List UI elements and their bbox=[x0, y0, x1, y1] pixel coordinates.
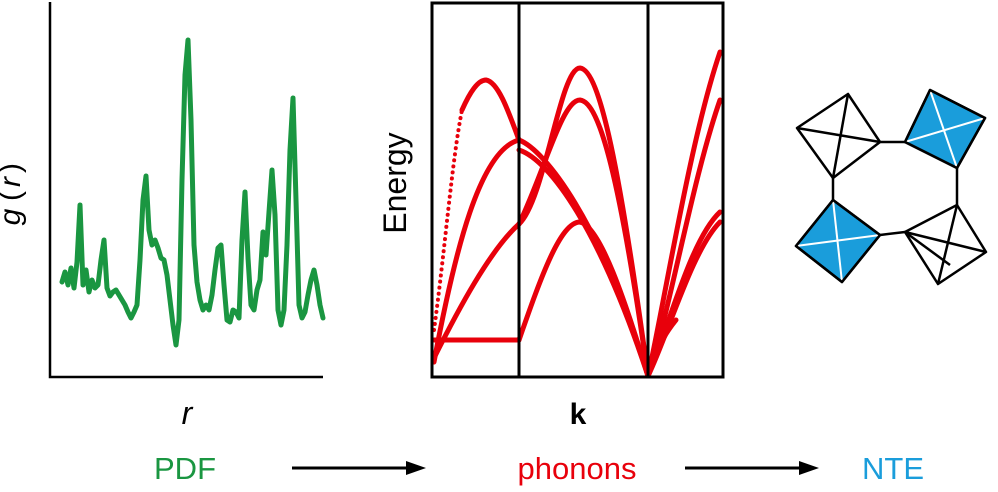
pdf-xlabel: r bbox=[182, 395, 194, 431]
pdf-ylabel-r: r bbox=[0, 176, 27, 187]
phonon-frame bbox=[430, 1, 725, 379]
phonon-band bbox=[516, 97, 651, 379]
phonon-ylabel: Energy bbox=[377, 132, 413, 233]
pdf-axes bbox=[48, 2, 323, 379]
flow-step-nte: NTE bbox=[862, 451, 924, 486]
arrow-right-icon bbox=[685, 461, 819, 475]
phonon-band bbox=[645, 49, 723, 379]
phonon-panel: Energy k bbox=[377, 1, 725, 431]
phonon-band-dotted bbox=[432, 108, 464, 332]
phonon-band bbox=[516, 219, 651, 379]
pdf-curve bbox=[59, 37, 326, 348]
pdf-ylabel-close: ) bbox=[0, 163, 27, 173]
phonon-band bbox=[431, 221, 522, 361]
phonon-band bbox=[431, 137, 522, 365]
pdf-ylabel-g: g bbox=[0, 208, 27, 225]
phonon-bands bbox=[431, 49, 723, 379]
phonon-xlabel: k bbox=[570, 398, 587, 431]
tetrahedron-filled bbox=[794, 198, 882, 284]
tetrahedron-open bbox=[795, 92, 882, 180]
flow-step-phonons: phonons bbox=[518, 451, 637, 486]
flow-row: PDF phonons NTE bbox=[154, 451, 924, 486]
phonon-band bbox=[459, 77, 522, 143]
tetrahedron-open bbox=[903, 203, 988, 286]
arrow-right-icon bbox=[292, 461, 426, 475]
framework-bond bbox=[879, 230, 906, 237]
pdf-ylabel-open: ( bbox=[0, 191, 27, 201]
flow-step-pdf: PDF bbox=[154, 451, 216, 486]
tetrahedron-filled bbox=[903, 88, 987, 170]
pdf-panel: g ( r ) r bbox=[0, 2, 326, 431]
framework-panel bbox=[794, 88, 988, 286]
phonon-band bbox=[645, 317, 679, 379]
